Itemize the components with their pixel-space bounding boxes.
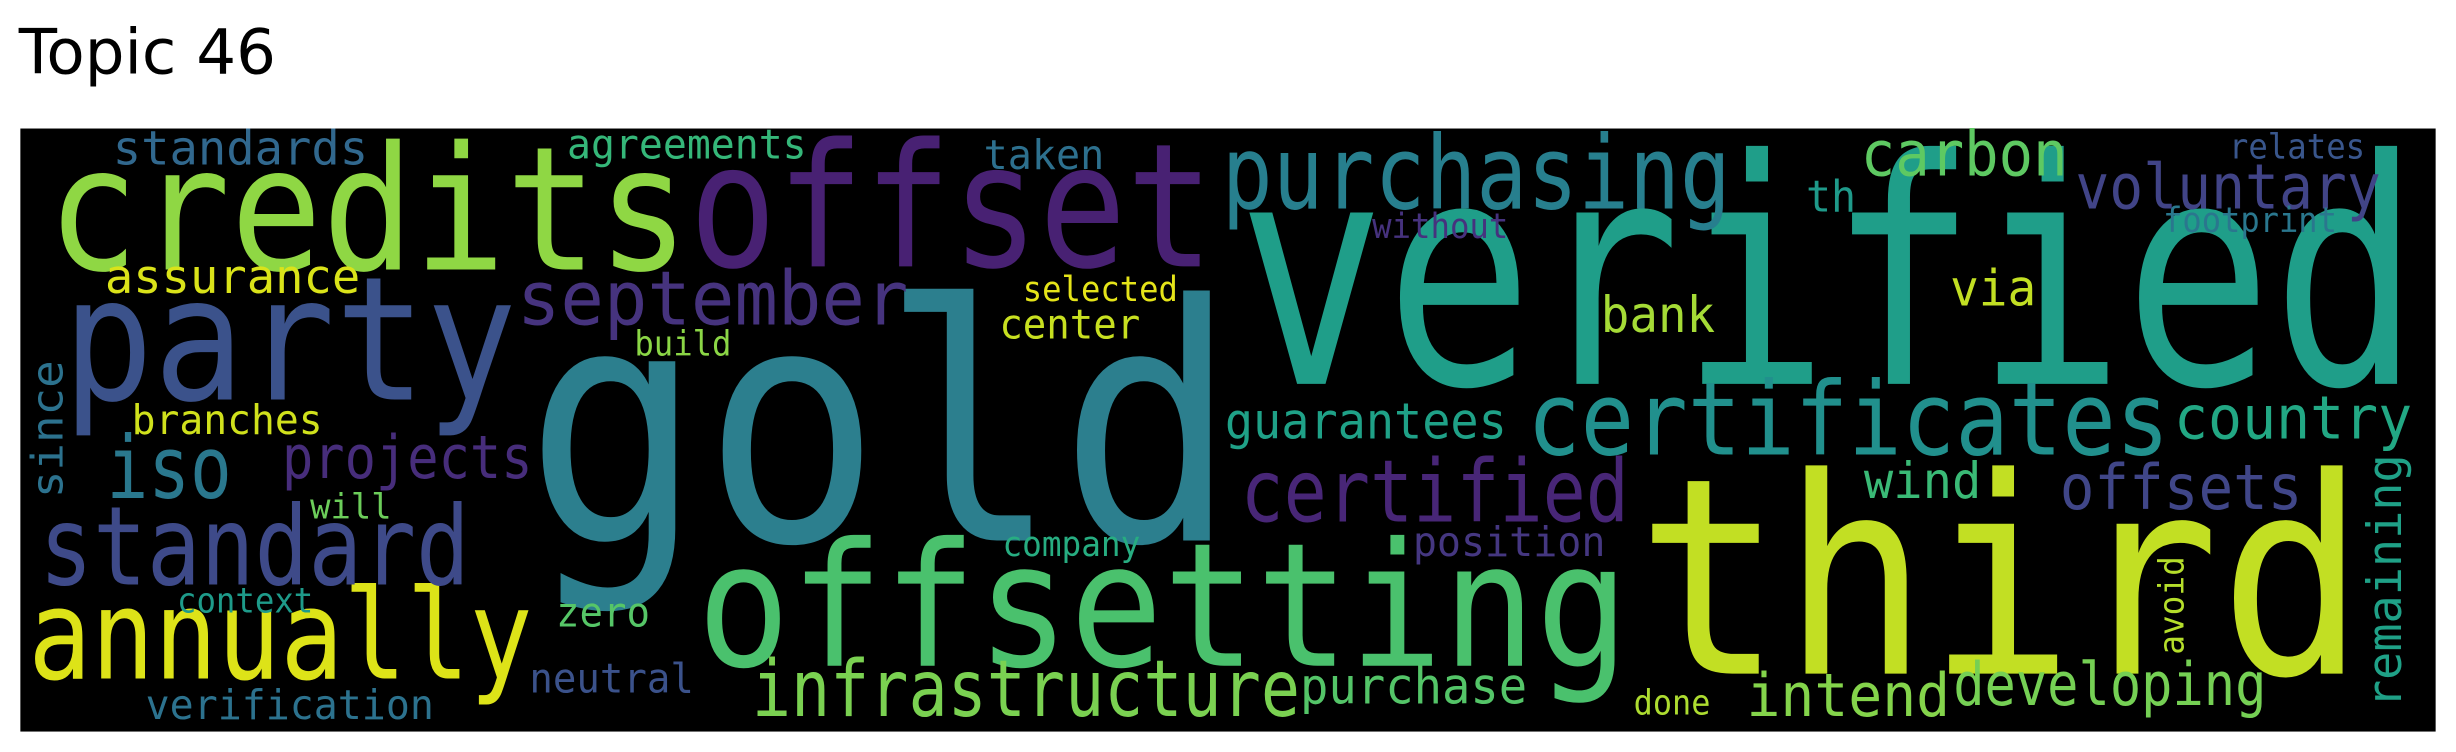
word: iso [107,419,232,519]
word: third [1637,420,2365,739]
word: guarantees [1225,392,1507,451]
word: since [23,360,74,498]
word-cloud-background [20,128,2436,732]
word: september [517,254,909,342]
word: center [999,300,1140,348]
word: taken [984,131,1105,179]
word: offsets [2060,451,2303,524]
word: party [63,239,517,440]
word: without [1372,207,1508,247]
word: purchase [1300,656,1527,715]
word: developing [1953,651,2266,720]
word: neutral [529,654,693,702]
word: verified [1237,93,2420,458]
word: voluntary [2075,150,2380,223]
word: certified [1241,443,1629,543]
word: agreements [567,120,807,168]
word: will [310,488,391,528]
title: Topic 46 [18,16,276,89]
word: projects [282,424,533,493]
word: selected [1023,270,1178,310]
word: intend [1746,662,1950,731]
word: company [1002,525,1140,565]
word: credits [47,109,689,310]
word: standards [113,122,368,177]
word: avoid [2152,556,2192,655]
word: carbon [1861,118,2068,191]
word: certificates [1527,360,2169,479]
word: standard [39,482,470,610]
word: country [2174,385,2412,454]
word: annually [28,562,532,708]
word: offsetting [697,506,1629,707]
word: remaining [2358,454,2413,708]
word: purchasing [1222,114,1731,233]
word: zero [556,589,650,637]
word: th [1806,172,1856,223]
word: build [634,325,731,365]
word: wind [1864,451,1981,510]
word: relates [2229,127,2365,167]
word: position [1413,518,1606,566]
word: via [1950,259,2036,318]
word: verification [146,681,434,729]
word: footprint [2163,201,2337,241]
word: assurance [105,250,360,305]
word: infrastructure [752,644,1300,735]
word: branches [132,396,323,444]
word: done [1634,683,1711,723]
word: gold [525,235,1238,618]
word: bank [1601,285,1715,344]
word: context [177,582,313,622]
word: offset [689,106,1214,307]
